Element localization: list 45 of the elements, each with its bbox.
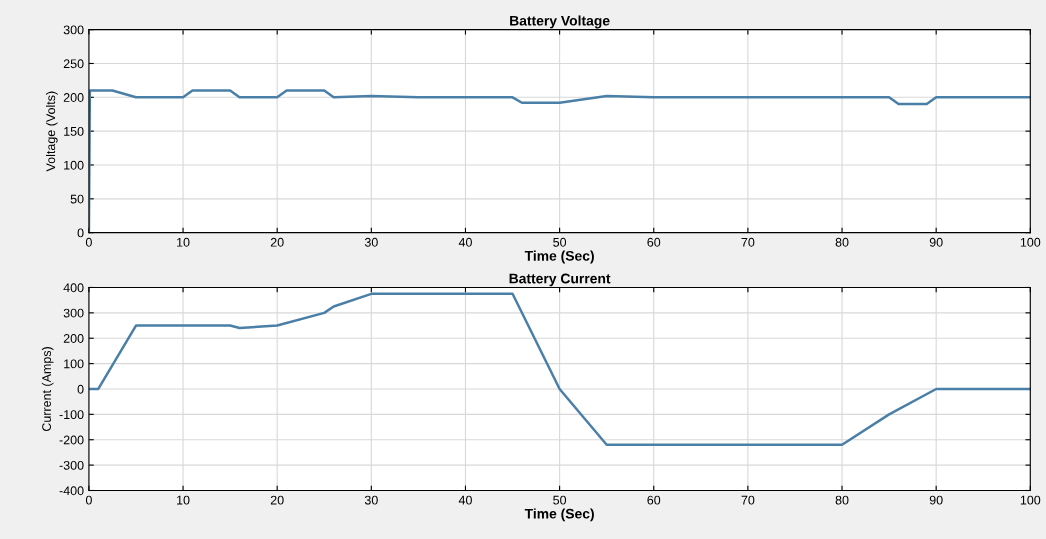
y-tick-label: 50 [70, 194, 84, 204]
y-axis-title: Voltage (Volts) [45, 91, 58, 172]
x-tick-label: 40 [458, 237, 472, 247]
y-tick-label: 300 [63, 308, 84, 318]
x-tick-label: 80 [835, 237, 849, 247]
y-axis-title: Current (Amps) [41, 347, 54, 432]
y-tick-label: -100 [59, 410, 84, 420]
y-tick-label: 0 [77, 384, 84, 394]
x-tick-label: 50 [553, 495, 567, 505]
y-tick-label: 100 [64, 160, 84, 170]
x-tick-label: 90 [929, 237, 943, 247]
x-tick-label: 70 [741, 237, 755, 247]
x-tick-label: 30 [364, 237, 378, 247]
y-tick-label: 200 [63, 334, 84, 343]
x-tick-label: 60 [647, 237, 661, 247]
y-tick-label: -400 [59, 486, 84, 496]
y-tick-label: 200 [63, 93, 84, 102]
x-tick-label: 60 [647, 495, 661, 505]
x-tick-label: 0 [85, 495, 92, 505]
x-tick-label: 50 [553, 237, 567, 247]
y-tick-label: 0 [77, 228, 84, 238]
x-tick-label: 10 [177, 495, 190, 505]
x-tick-label: 20 [270, 237, 284, 247]
x-tick-label: 100 [1020, 495, 1041, 505]
x-tick-label: 30 [364, 495, 378, 505]
x-tick-label: 70 [741, 495, 755, 505]
x-tick-label: 100 [1020, 237, 1041, 247]
y-tick-label: -300 [59, 460, 84, 470]
x-tick-label: 80 [835, 495, 849, 505]
x-axis-title: Time (Sec) [524, 250, 594, 264]
y-tick-label: 100 [64, 359, 84, 369]
chart-title: Battery Current [509, 273, 611, 287]
line-series [88, 292, 1031, 447]
x-tick-label: 40 [458, 495, 472, 505]
y-tick-label: 400 [63, 283, 84, 293]
x-tick-label: 90 [929, 495, 943, 505]
x-axis-title: Time (Sec) [524, 508, 594, 522]
x-tick-label: 10 [177, 237, 190, 247]
y-tick-label: -200 [59, 435, 84, 445]
x-tick-label: 0 [85, 237, 92, 247]
y-tick-label: 300 [63, 25, 84, 35]
x-tick-label: 20 [270, 495, 284, 505]
y-tick-label: 250 [63, 59, 84, 69]
chart-title: Battery Voltage [510, 15, 610, 29]
y-tick-label: 150 [64, 126, 84, 136]
